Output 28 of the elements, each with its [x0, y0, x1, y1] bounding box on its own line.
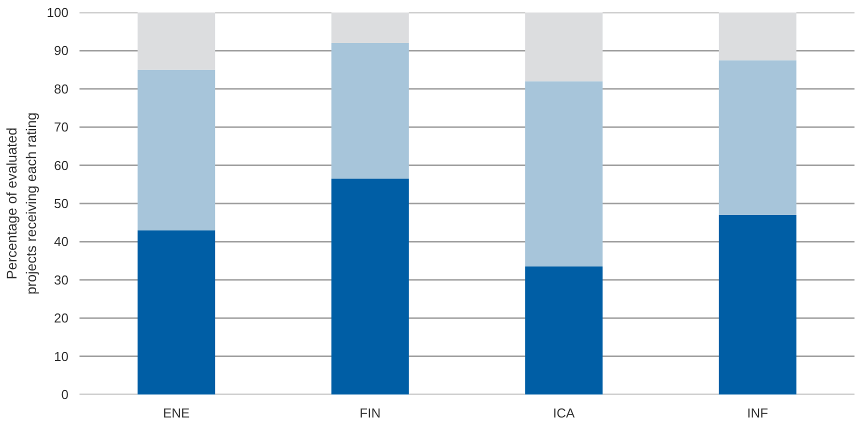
y-tick-label: 60	[54, 158, 69, 173]
x-tick-label: ICA	[553, 406, 576, 420]
y-tick-label: 20	[54, 310, 69, 326]
y-axis-title: Percentage of evaluated projects receiving each rating	[4, 112, 39, 295]
x-tick-label: INF	[747, 406, 768, 420]
bar	[525, 12, 603, 82]
bar	[331, 178, 409, 394]
bar	[331, 43, 409, 179]
bar	[525, 266, 603, 394]
y-tick-label: 30	[54, 272, 69, 288]
y-tick-label: 100	[46, 5, 69, 20]
y-tick-label: 70	[54, 120, 69, 135]
bar	[138, 70, 216, 230]
x-tick-label: ENE	[163, 406, 190, 420]
bar	[138, 12, 216, 70]
y-tick-label: 50	[54, 196, 69, 211]
y-tick-label: 90	[54, 43, 69, 58]
bar	[138, 230, 216, 394]
y-tick-label: 40	[54, 234, 69, 250]
y-tick-label: 0	[61, 387, 69, 402]
y-tick-label: 80	[54, 81, 69, 96]
bar	[718, 60, 796, 215]
bar	[331, 12, 409, 44]
bar	[718, 12, 796, 60]
bar	[525, 81, 603, 267]
bar	[718, 214, 796, 394]
y-tick-label: 10	[54, 348, 69, 364]
x-tick-label: FIN	[360, 406, 381, 420]
